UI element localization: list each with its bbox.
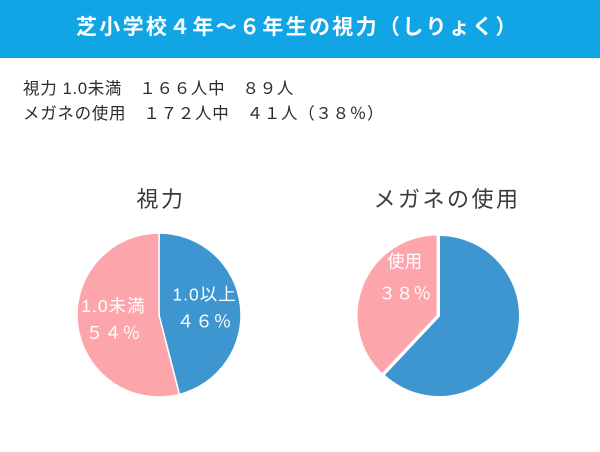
svg-text:３８％: ３８％ — [378, 284, 431, 304]
svg-text:使用: 使用 — [387, 252, 422, 272]
svg-text:４６％: ４６％ — [177, 311, 233, 331]
svg-text:５４％: ５４％ — [86, 323, 142, 343]
svg-text:1.0未満: 1.0未満 — [81, 296, 145, 316]
svg-text:1.0以上: 1.0以上 — [172, 284, 236, 304]
